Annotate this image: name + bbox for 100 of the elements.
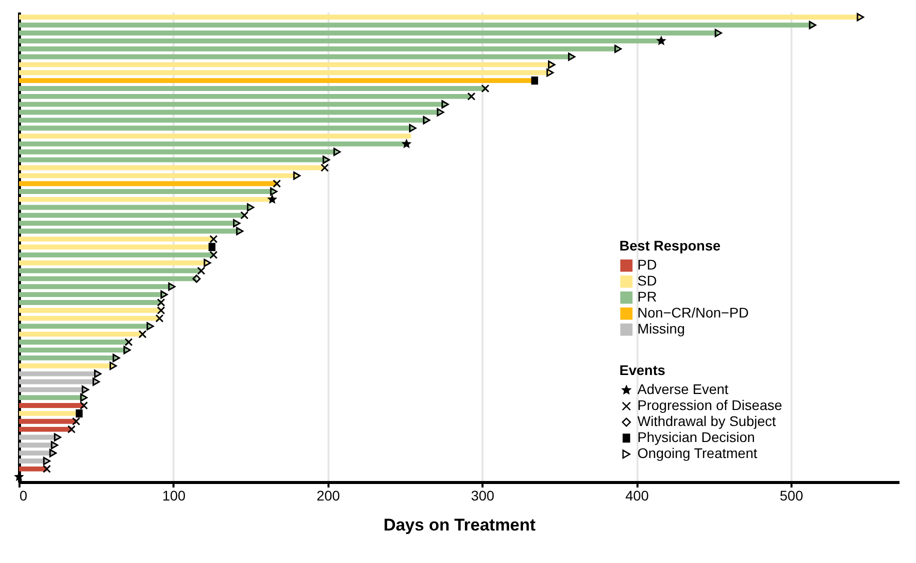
point xyxy=(268,195,276,203)
bar xyxy=(19,86,486,91)
point xyxy=(240,211,249,220)
point xyxy=(614,44,622,53)
x-axis-title: Days on Treatment xyxy=(383,516,536,534)
point xyxy=(43,456,50,466)
x-tick-label: 0 xyxy=(20,488,28,504)
bar xyxy=(19,434,58,440)
point xyxy=(467,92,476,101)
bar xyxy=(19,442,55,448)
bar xyxy=(19,355,116,360)
point xyxy=(156,298,166,307)
point xyxy=(808,20,816,30)
point xyxy=(409,124,416,132)
point xyxy=(146,322,154,330)
point xyxy=(270,187,278,196)
point xyxy=(124,338,133,346)
bar xyxy=(19,149,338,154)
bar xyxy=(19,268,202,274)
legend-label: Non−CR/Non−PD xyxy=(637,304,749,321)
bar xyxy=(19,62,552,68)
point xyxy=(50,441,58,450)
bar xyxy=(19,340,129,345)
x-tick-label: 100 xyxy=(162,488,186,504)
point xyxy=(546,68,554,77)
point xyxy=(236,227,244,236)
bar xyxy=(19,204,251,210)
bar xyxy=(19,387,86,392)
bar xyxy=(19,141,407,146)
legend-label: PD xyxy=(637,256,657,273)
point xyxy=(82,386,90,394)
point xyxy=(42,464,51,474)
bar xyxy=(19,38,662,44)
point xyxy=(94,370,102,378)
point xyxy=(204,258,212,267)
bar xyxy=(19,466,47,472)
point xyxy=(67,425,76,434)
point xyxy=(333,148,341,156)
bar xyxy=(19,220,237,226)
bar xyxy=(19,260,208,266)
bar xyxy=(19,450,53,456)
bar xyxy=(19,22,813,28)
point xyxy=(155,314,164,322)
legend-label: PR xyxy=(637,288,657,305)
point xyxy=(657,36,666,44)
point xyxy=(160,290,168,299)
bar xyxy=(19,284,172,290)
bar xyxy=(19,173,297,178)
point xyxy=(123,346,131,354)
bar xyxy=(19,54,572,60)
point xyxy=(110,362,117,370)
bar xyxy=(19,165,325,170)
point xyxy=(322,156,330,164)
point xyxy=(54,433,62,442)
bar xyxy=(19,403,84,408)
point xyxy=(138,330,147,338)
point xyxy=(197,266,206,275)
bar xyxy=(19,14,860,20)
bar xyxy=(19,30,718,36)
point xyxy=(209,234,218,244)
point xyxy=(112,354,120,362)
x-tick-label: 400 xyxy=(625,488,649,504)
point xyxy=(548,60,556,69)
bar xyxy=(19,134,412,139)
bar xyxy=(19,46,618,52)
point xyxy=(92,378,100,386)
point xyxy=(208,242,216,252)
bar xyxy=(19,426,72,432)
legend-label: Progression of Disease xyxy=(637,397,782,414)
bar xyxy=(19,118,427,123)
point xyxy=(531,76,538,85)
legend-label: Ongoing Treatment xyxy=(637,445,758,462)
bar xyxy=(19,212,244,218)
bar xyxy=(19,363,114,368)
point xyxy=(49,448,57,458)
point xyxy=(246,203,254,212)
point xyxy=(481,84,490,93)
bar xyxy=(19,236,214,242)
point xyxy=(422,116,430,124)
bar xyxy=(19,308,162,313)
bar xyxy=(19,157,326,162)
bar xyxy=(19,276,197,282)
bar xyxy=(19,395,84,400)
point xyxy=(856,13,864,22)
text: Events xyxy=(619,362,666,378)
point xyxy=(80,393,88,402)
point xyxy=(272,179,281,188)
point xyxy=(568,52,576,61)
point xyxy=(209,250,218,260)
bar xyxy=(19,196,272,202)
bar xyxy=(19,189,274,194)
x-tick-label: 300 xyxy=(470,488,495,504)
bar xyxy=(19,332,143,337)
point xyxy=(714,28,722,38)
bar xyxy=(19,371,98,376)
point xyxy=(156,306,166,315)
bar xyxy=(19,70,550,76)
bar xyxy=(19,94,472,99)
text: Best Response xyxy=(619,238,721,254)
bar xyxy=(19,181,277,186)
